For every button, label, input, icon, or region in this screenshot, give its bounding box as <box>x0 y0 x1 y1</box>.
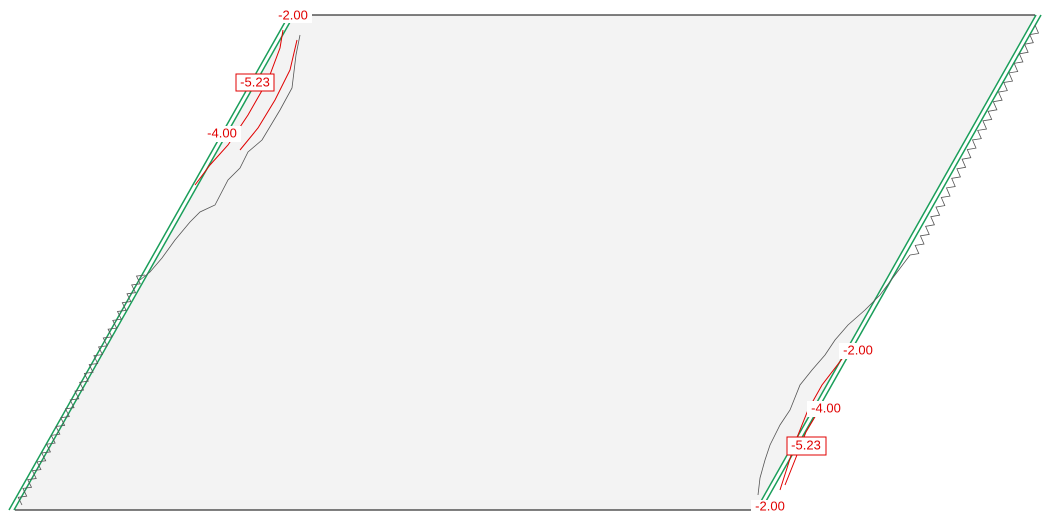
label-box <box>786 436 827 456</box>
contour <box>194 29 284 186</box>
label-text: -5.23 <box>791 437 821 452</box>
label: -2.00 <box>839 342 877 359</box>
break-line <box>139 34 301 281</box>
label-text: -2.00 <box>278 7 308 22</box>
label: -5.23 <box>235 73 275 92</box>
break-line <box>17 274 146 506</box>
edge-lines <box>8 14 1042 511</box>
label-bg <box>204 126 241 142</box>
label: -5.23 <box>786 436 827 456</box>
label-text: -4.00 <box>811 400 841 415</box>
break-line <box>757 254 911 496</box>
label-text: -5.23 <box>240 74 270 89</box>
contour <box>779 354 846 491</box>
contours <box>194 29 846 491</box>
label-box <box>235 73 275 92</box>
right-edge-outer <box>755 14 1037 511</box>
label: -2.00 <box>274 7 312 23</box>
left-edge-outer <box>8 14 290 511</box>
label-text: -2.00 <box>843 342 873 357</box>
break-line <box>909 24 1040 256</box>
left-edge-inner <box>13 14 295 511</box>
slab <box>15 15 1035 510</box>
labels: -2.00 -5.23 -4.00 -2.00 -4.00 -5.23 -2.0… <box>204 7 877 512</box>
label: -4.00 <box>807 400 845 417</box>
label-bg <box>751 500 789 512</box>
break-lines <box>17 24 1040 506</box>
label-bg <box>807 401 845 417</box>
label-text: -4.00 <box>207 125 237 140</box>
label: -2.00 <box>751 498 789 512</box>
right-edge-inner <box>760 14 1042 511</box>
label: -4.00 <box>204 125 241 142</box>
label-bg <box>274 8 312 23</box>
label-bg <box>839 343 877 359</box>
label-text: -2.00 <box>755 498 785 512</box>
contour <box>239 39 298 151</box>
